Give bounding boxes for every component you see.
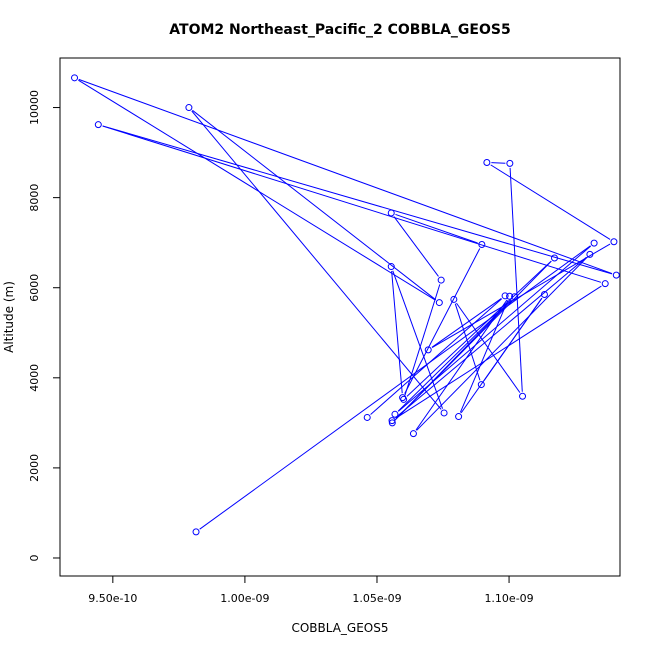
data-point [388,417,396,425]
series-segment [491,162,506,164]
data-point [387,263,395,271]
data-point [610,238,618,246]
data-point [501,292,509,300]
data-point [363,413,371,421]
data-point [540,290,548,298]
series-layer [71,74,620,536]
data-point [550,254,558,262]
y-tick-label: 6000 [28,274,41,302]
data-point [388,419,396,427]
data-point [478,240,486,248]
data-point [424,346,432,354]
y-tick-label: 0 [28,554,41,561]
series-segment [391,270,403,394]
y-tick-label: 2000 [28,454,41,482]
data-point [590,239,598,247]
y-axis-label: Altitude (m) [2,281,16,353]
plot-frame [59,57,621,577]
series-segment [78,79,436,301]
data-point [399,394,407,402]
data-point [71,74,79,82]
data-point [601,280,609,288]
series-segment [395,213,478,244]
y-axis: 0 2000 4000 6000 8000 10000 [28,90,61,561]
y-tick-label: 8000 [28,184,41,212]
data-point [185,104,193,112]
data-point [94,121,102,129]
data-point [437,276,445,284]
data-point [387,209,395,217]
series-segment [199,245,591,530]
series-segment [102,125,602,283]
series-segment [370,298,503,415]
series-segment [459,300,509,413]
series-segment [416,257,588,431]
data-point [612,271,620,279]
series-segment [456,302,521,393]
series-segment [192,109,437,301]
x-axis-label: COBBLA_GEOS5 [291,621,388,635]
y-tick-label: 10000 [28,90,41,125]
x-tick-label: 1.00e-09 [220,592,269,605]
data-point [519,392,527,400]
series-segment [490,164,611,240]
x-tick-label: 9.50e-10 [88,592,137,605]
series-segment [415,299,508,431]
series-segment [191,110,442,410]
data-point [506,292,514,300]
data-point [440,409,448,417]
data-point [455,413,463,421]
data-point [511,293,519,301]
data-point [477,381,485,389]
series-segment [397,299,512,412]
series-segment [404,284,441,396]
series-segment [404,248,481,394]
data-point [586,250,594,258]
series-segment [454,303,481,381]
data-point [435,299,443,307]
series-segment [395,260,552,420]
series-segment [393,216,439,277]
series-segment [406,260,552,397]
chart-title: ATOM2 Northeast_Pacific_2 COBBLA_GEOS5 [169,22,510,38]
series-segment [395,285,602,419]
series-segment [395,256,587,419]
x-axis: 9.50e-10 1.00e-09 1.05e-09 1.10e-09 [88,575,534,605]
x-tick-label: 1.10e-09 [484,592,533,605]
series-segment [431,298,502,348]
series-segment [102,125,613,275]
x-tick-label: 1.05e-09 [352,592,401,605]
data-point [483,159,491,167]
series-segment [431,243,611,349]
data-point [409,430,417,438]
data-point [400,395,408,403]
series-segment [483,297,543,382]
series-segment [509,167,523,392]
series-segment [78,78,613,275]
data-point [391,410,399,418]
data-point [192,528,200,536]
data-point [450,295,458,303]
y-tick-label: 4000 [28,364,41,392]
data-point [506,159,514,167]
